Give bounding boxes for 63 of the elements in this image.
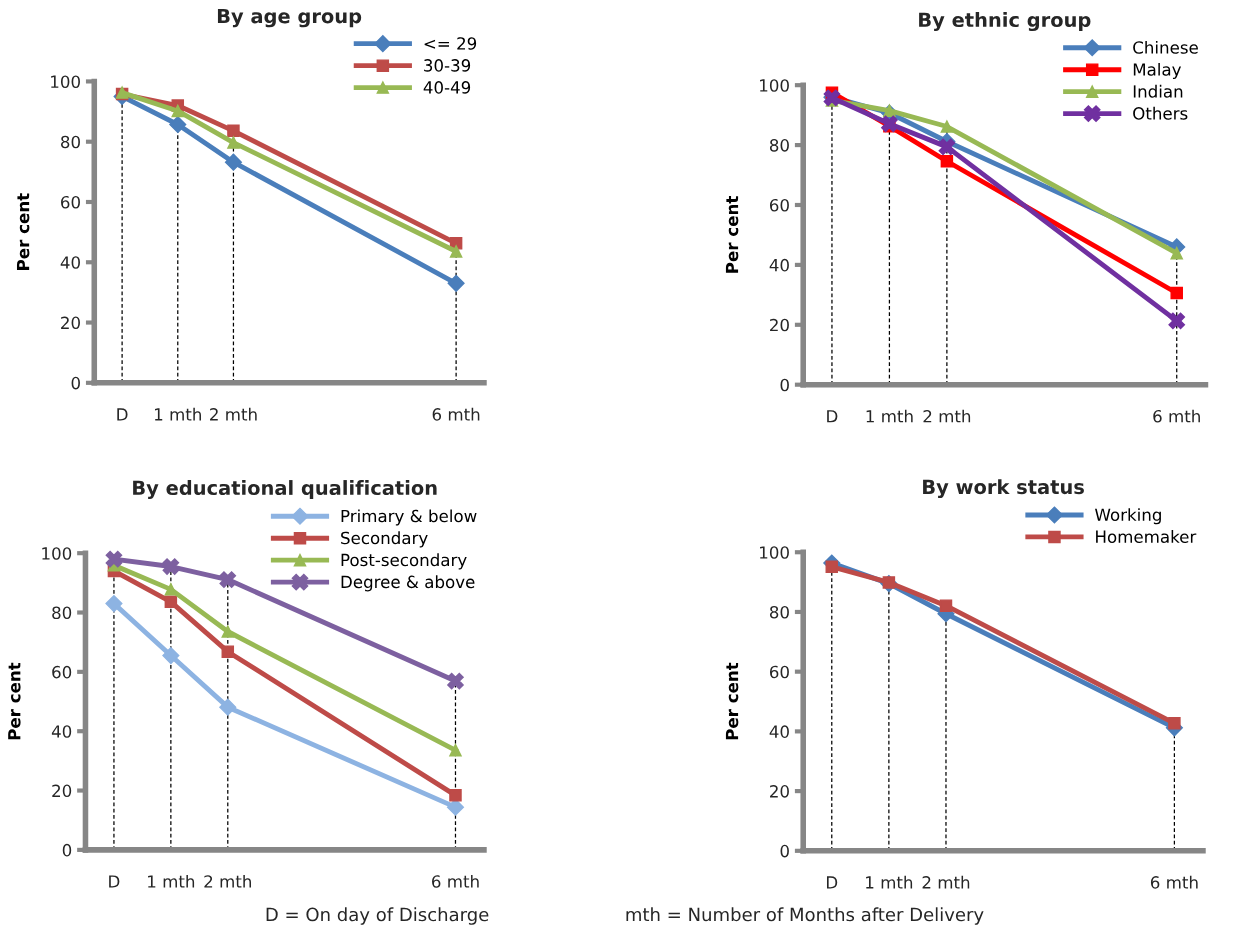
legend-label: <= 29: [424, 37, 477, 50]
x-tick-label: D: [826, 876, 838, 889]
x-tick-label: 6 mth: [432, 874, 479, 888]
x-tick-label: 2 mth: [210, 407, 257, 421]
y-tick-label: 100: [760, 546, 789, 559]
y-tick-label: 100: [51, 75, 80, 88]
y-axis-title: Per cent: [725, 662, 739, 740]
legend-label: Others: [1133, 106, 1188, 120]
x-tick-label: 1 mth: [148, 874, 195, 888]
chart-title: By work status: [923, 479, 1084, 499]
y-tick-label: 40: [769, 258, 789, 272]
x-tick-label: 1 mth: [866, 409, 913, 423]
y-axis-title: Per cent: [16, 193, 30, 270]
y-tick-label: 20: [52, 784, 72, 798]
x-tick-label: 1 mth: [866, 875, 913, 889]
y-tick-label: 80: [61, 135, 80, 149]
legend-label: Homemaker: [1096, 530, 1197, 544]
chart-title: By ethnic group: [919, 12, 1091, 32]
x-tick-label: 6 mth: [432, 407, 480, 421]
y-tick-label: 20: [770, 785, 789, 798]
y-tick-label: 20: [61, 316, 80, 330]
y-axis-title: Per cent: [725, 196, 739, 273]
x-tick-label: 6 mth: [1153, 409, 1200, 423]
legend-label: Malay: [1133, 62, 1182, 80]
legend-label: Working: [1095, 508, 1161, 525]
legend-label: 30-39: [424, 59, 471, 72]
x-tick-label: D: [109, 875, 120, 888]
y-tick-label: 40: [60, 256, 80, 269]
y-tick-label: 0: [780, 844, 789, 858]
y-axis-title: Per cent: [8, 662, 21, 740]
text: mth = Number of Months after Delivery: [626, 907, 984, 925]
y-tick-label: 60: [769, 665, 789, 679]
y-tick-label: 80: [52, 606, 72, 620]
legend-label: Degree & above: [341, 575, 475, 592]
y-tick-label: 100: [760, 79, 789, 92]
legend-label: Primary & below: [341, 509, 477, 526]
x-tick-label: 2 mth: [922, 875, 970, 889]
y-tick-label: 60: [52, 665, 72, 679]
y-tick-label: 0: [62, 843, 72, 857]
y-tick-label: 80: [769, 139, 789, 152]
legend-label: 40-49: [423, 81, 471, 94]
legend-label: Secondary: [341, 531, 428, 548]
x-tick-label: D: [827, 410, 838, 423]
legend-label: Post-secondary: [341, 553, 467, 570]
y-tick-label: 60: [61, 195, 80, 209]
y-tick-label: 80: [769, 605, 789, 619]
y-tick-label: 0: [780, 378, 789, 392]
x-tick-label: 1 mth: [154, 407, 201, 421]
y-tick-label: 100: [42, 547, 72, 560]
y-tick-label: 40: [51, 725, 72, 738]
text: D = On day of Discharge: [266, 907, 489, 925]
x-tick-label: 6 mth: [1150, 875, 1198, 889]
chart-title: By age group: [217, 8, 362, 28]
x-tick-label: D: [117, 408, 128, 421]
x-tick-label: 2 mth: [923, 409, 971, 423]
y-tick-label: 20: [770, 318, 789, 332]
y-tick-label: 60: [769, 198, 789, 212]
y-tick-label: 0: [71, 376, 80, 390]
chart-title: By educational qualification: [133, 480, 437, 500]
x-tick-label: 2 mth: [204, 874, 251, 888]
legend-label: Chinese: [1133, 40, 1198, 54]
y-tick-label: 40: [769, 725, 789, 738]
legend-label: Indian: [1133, 84, 1183, 98]
